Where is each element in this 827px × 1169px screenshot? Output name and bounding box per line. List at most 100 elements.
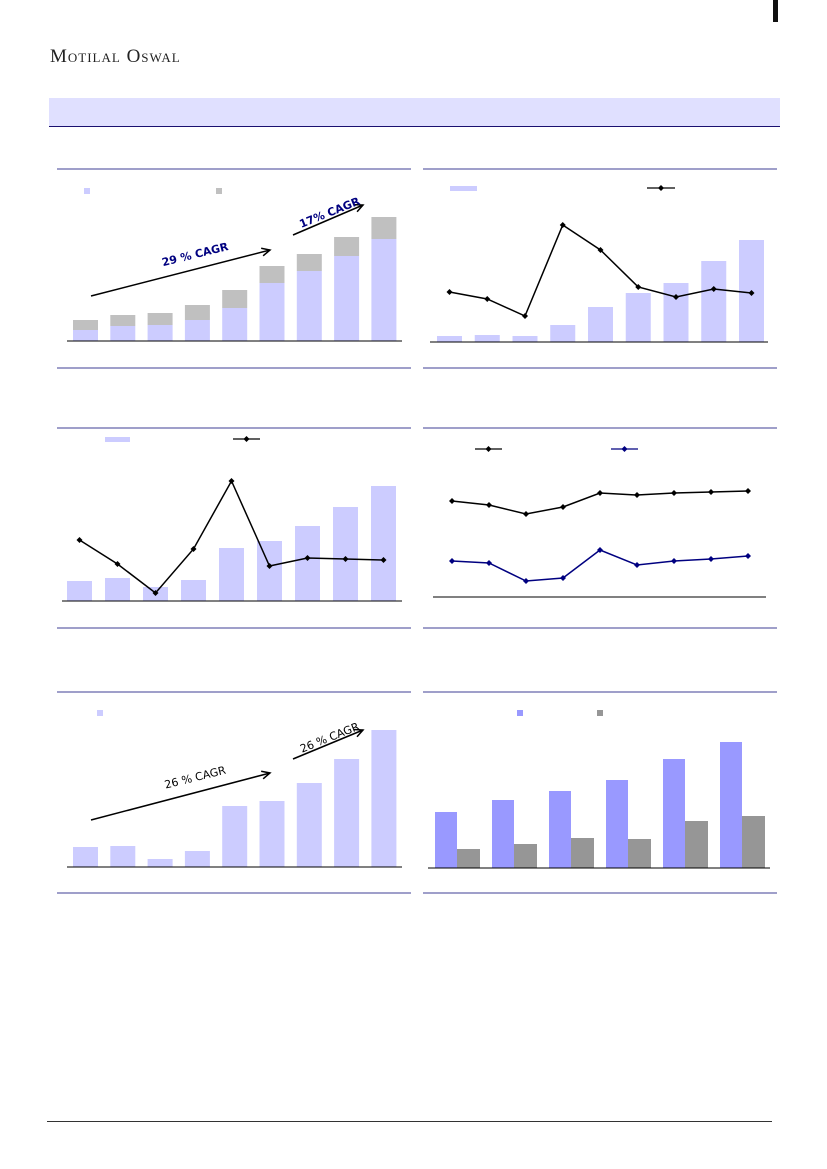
bar — [110, 315, 136, 326]
bar — [147, 325, 173, 341]
line-marker — [673, 294, 679, 300]
line-marker — [560, 575, 566, 581]
line-marker — [671, 558, 677, 564]
line-marker — [304, 555, 311, 561]
cagr-arrow — [90, 249, 271, 297]
bar — [333, 507, 358, 601]
line-marker — [708, 489, 714, 495]
bar — [184, 320, 210, 341]
bar — [334, 237, 360, 256]
arrow-head — [261, 247, 272, 257]
bar — [147, 859, 173, 867]
bar — [181, 580, 206, 601]
line-marker — [76, 537, 83, 543]
bar — [259, 266, 285, 283]
series-line — [451, 549, 749, 582]
bar — [628, 839, 651, 868]
bar — [334, 256, 360, 341]
line-marker — [523, 511, 529, 517]
bar — [371, 730, 397, 867]
bar — [296, 271, 322, 341]
line-marker — [634, 492, 640, 498]
bar — [720, 742, 742, 868]
bar — [296, 254, 322, 271]
bar — [514, 844, 537, 868]
arrow-head — [353, 203, 365, 213]
bar — [334, 759, 360, 867]
cagr-arrow — [292, 729, 364, 760]
line-marker — [485, 446, 492, 452]
bar — [110, 326, 136, 341]
line-marker — [597, 247, 604, 253]
line-marker — [446, 289, 453, 295]
line-marker — [266, 563, 273, 569]
bar — [259, 283, 285, 341]
bar — [625, 293, 651, 342]
line-marker — [522, 313, 528, 319]
line-marker — [114, 561, 121, 567]
legend-swatch — [450, 186, 477, 191]
bar — [685, 821, 708, 868]
line-marker — [484, 296, 491, 302]
line-marker — [621, 446, 628, 452]
line-marker — [449, 558, 455, 564]
line-marker — [597, 547, 603, 553]
line-marker — [243, 436, 250, 442]
bar — [73, 847, 98, 867]
bar — [512, 336, 538, 342]
bar — [474, 335, 500, 342]
section-title-band — [49, 98, 780, 127]
line-marker — [190, 546, 197, 552]
bar — [105, 578, 130, 601]
line-marker — [745, 553, 751, 559]
line-marker — [449, 498, 455, 504]
legend-swatch — [517, 710, 523, 716]
line-marker — [658, 185, 664, 191]
bar — [184, 305, 210, 320]
line-marker — [597, 490, 603, 496]
line-marker — [708, 556, 714, 562]
cagr-arrow — [90, 772, 271, 821]
bar — [222, 290, 248, 308]
bar — [219, 548, 244, 601]
logo: Motilal Oswal — [50, 46, 181, 67]
cagr-label: 29 % CAGR — [161, 240, 231, 269]
bar — [371, 217, 397, 239]
bar — [588, 307, 613, 342]
bar — [701, 261, 727, 342]
bar — [435, 812, 457, 868]
bar — [73, 330, 98, 341]
bar — [550, 325, 576, 342]
line-marker — [342, 556, 349, 562]
line-marker — [710, 286, 717, 292]
line-marker — [634, 562, 640, 568]
bar — [184, 851, 210, 867]
bar — [222, 806, 248, 867]
bar — [257, 541, 282, 601]
bar — [437, 336, 462, 342]
cagr-arrow — [292, 204, 364, 236]
corner-mark — [773, 0, 778, 22]
bar — [606, 780, 628, 868]
line-marker — [671, 490, 677, 496]
line-marker — [748, 290, 755, 296]
line-marker — [486, 560, 492, 566]
legend-swatch — [105, 437, 130, 442]
bar — [549, 791, 571, 868]
legend-swatch — [597, 710, 603, 716]
footer-rule — [47, 1121, 772, 1122]
bar — [110, 846, 136, 867]
arrow-head — [353, 728, 365, 738]
line-marker — [635, 284, 642, 290]
bar — [259, 801, 285, 867]
bar — [67, 581, 92, 601]
line-marker — [152, 590, 159, 596]
bar — [296, 783, 322, 867]
bar — [663, 283, 689, 342]
bar — [571, 838, 594, 868]
cagr-label: 17% CAGR — [297, 194, 362, 230]
line-marker — [380, 557, 387, 563]
cagr-label: 26 % CAGR — [298, 720, 361, 756]
